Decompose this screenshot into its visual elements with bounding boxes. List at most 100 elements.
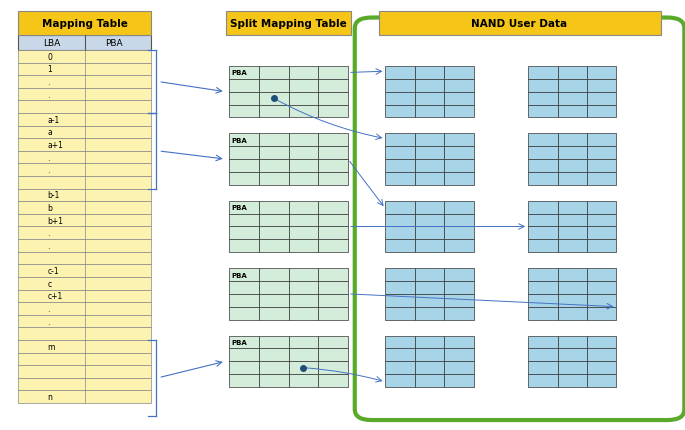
FancyBboxPatch shape xyxy=(386,281,415,294)
FancyBboxPatch shape xyxy=(18,328,151,340)
FancyBboxPatch shape xyxy=(319,147,348,160)
FancyBboxPatch shape xyxy=(225,12,351,36)
FancyBboxPatch shape xyxy=(18,365,151,378)
FancyBboxPatch shape xyxy=(528,92,558,105)
FancyBboxPatch shape xyxy=(229,307,259,320)
FancyBboxPatch shape xyxy=(319,294,348,307)
FancyBboxPatch shape xyxy=(18,240,151,252)
FancyBboxPatch shape xyxy=(288,349,319,361)
Text: b: b xyxy=(47,204,53,212)
FancyBboxPatch shape xyxy=(229,269,259,281)
FancyBboxPatch shape xyxy=(288,269,319,281)
FancyBboxPatch shape xyxy=(319,201,348,214)
FancyBboxPatch shape xyxy=(386,92,415,105)
FancyBboxPatch shape xyxy=(415,294,445,307)
FancyBboxPatch shape xyxy=(288,214,319,227)
FancyBboxPatch shape xyxy=(259,269,288,281)
FancyBboxPatch shape xyxy=(18,101,151,114)
FancyBboxPatch shape xyxy=(587,361,616,374)
FancyBboxPatch shape xyxy=(386,361,415,374)
FancyBboxPatch shape xyxy=(229,160,259,172)
FancyBboxPatch shape xyxy=(229,80,259,92)
FancyBboxPatch shape xyxy=(445,307,474,320)
FancyBboxPatch shape xyxy=(18,36,151,51)
FancyBboxPatch shape xyxy=(445,92,474,105)
FancyBboxPatch shape xyxy=(386,201,415,214)
FancyBboxPatch shape xyxy=(229,281,259,294)
FancyBboxPatch shape xyxy=(558,92,587,105)
FancyBboxPatch shape xyxy=(445,160,474,172)
FancyBboxPatch shape xyxy=(386,374,415,387)
FancyBboxPatch shape xyxy=(288,67,319,80)
FancyBboxPatch shape xyxy=(415,67,445,80)
Text: .: . xyxy=(47,78,50,87)
Text: m: m xyxy=(47,342,55,351)
FancyBboxPatch shape xyxy=(259,307,288,320)
FancyBboxPatch shape xyxy=(288,336,319,349)
FancyBboxPatch shape xyxy=(415,240,445,252)
FancyBboxPatch shape xyxy=(259,349,288,361)
FancyBboxPatch shape xyxy=(319,361,348,374)
FancyBboxPatch shape xyxy=(558,374,587,387)
FancyBboxPatch shape xyxy=(386,240,415,252)
FancyBboxPatch shape xyxy=(18,315,151,328)
FancyBboxPatch shape xyxy=(229,361,259,374)
FancyBboxPatch shape xyxy=(18,353,151,365)
FancyBboxPatch shape xyxy=(558,240,587,252)
FancyBboxPatch shape xyxy=(386,147,415,160)
FancyBboxPatch shape xyxy=(229,92,259,105)
FancyBboxPatch shape xyxy=(558,269,587,281)
FancyBboxPatch shape xyxy=(415,269,445,281)
Text: c-1: c-1 xyxy=(47,267,59,276)
FancyBboxPatch shape xyxy=(587,336,616,349)
FancyBboxPatch shape xyxy=(558,201,587,214)
FancyBboxPatch shape xyxy=(319,269,348,281)
FancyBboxPatch shape xyxy=(288,307,319,320)
FancyBboxPatch shape xyxy=(528,227,558,240)
Text: .: . xyxy=(47,317,50,326)
FancyBboxPatch shape xyxy=(587,227,616,240)
FancyBboxPatch shape xyxy=(528,294,558,307)
FancyBboxPatch shape xyxy=(386,80,415,92)
FancyBboxPatch shape xyxy=(558,336,587,349)
FancyBboxPatch shape xyxy=(18,265,151,277)
FancyBboxPatch shape xyxy=(386,336,415,349)
FancyBboxPatch shape xyxy=(259,134,288,147)
FancyBboxPatch shape xyxy=(229,105,259,118)
FancyBboxPatch shape xyxy=(18,177,151,189)
FancyBboxPatch shape xyxy=(18,64,151,76)
FancyBboxPatch shape xyxy=(528,281,558,294)
FancyBboxPatch shape xyxy=(18,51,151,64)
FancyBboxPatch shape xyxy=(259,92,288,105)
Text: NAND User Data: NAND User Data xyxy=(471,19,568,29)
FancyBboxPatch shape xyxy=(558,134,587,147)
FancyBboxPatch shape xyxy=(18,340,151,353)
FancyBboxPatch shape xyxy=(229,147,259,160)
FancyBboxPatch shape xyxy=(587,105,616,118)
FancyBboxPatch shape xyxy=(587,281,616,294)
FancyBboxPatch shape xyxy=(288,80,319,92)
FancyBboxPatch shape xyxy=(229,67,259,80)
FancyBboxPatch shape xyxy=(558,214,587,227)
FancyBboxPatch shape xyxy=(558,294,587,307)
FancyBboxPatch shape xyxy=(288,281,319,294)
FancyBboxPatch shape xyxy=(528,349,558,361)
Text: PBA: PBA xyxy=(232,71,247,76)
FancyBboxPatch shape xyxy=(558,361,587,374)
FancyBboxPatch shape xyxy=(229,227,259,240)
Text: PBA: PBA xyxy=(232,138,247,144)
FancyBboxPatch shape xyxy=(558,307,587,320)
FancyBboxPatch shape xyxy=(415,361,445,374)
FancyBboxPatch shape xyxy=(528,172,558,185)
FancyBboxPatch shape xyxy=(386,160,415,172)
FancyBboxPatch shape xyxy=(288,240,319,252)
FancyBboxPatch shape xyxy=(259,80,288,92)
FancyBboxPatch shape xyxy=(18,126,151,139)
FancyBboxPatch shape xyxy=(386,67,415,80)
FancyBboxPatch shape xyxy=(558,147,587,160)
FancyBboxPatch shape xyxy=(528,160,558,172)
Text: c+1: c+1 xyxy=(47,292,63,301)
FancyBboxPatch shape xyxy=(445,134,474,147)
FancyBboxPatch shape xyxy=(445,201,474,214)
FancyBboxPatch shape xyxy=(319,374,348,387)
